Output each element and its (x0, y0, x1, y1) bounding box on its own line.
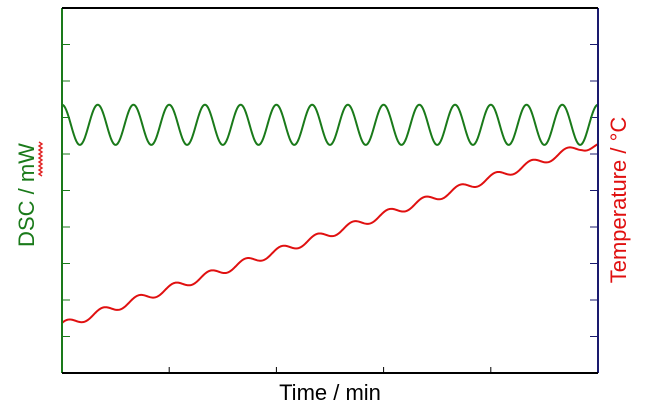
x-axis-label: Time / min (279, 380, 381, 405)
right-axis-ticks (590, 44, 598, 337)
right-y-axis-label: Temperature / °C (606, 117, 631, 284)
dsc-series-line (61, 103, 599, 146)
left-y-axis-label-unit: mW (14, 143, 39, 182)
left-axis-ticks (62, 44, 70, 337)
left-y-axis-label: DSC / mW (14, 143, 39, 247)
temperature-series-line (61, 143, 599, 324)
spellcheck-underline (37, 141, 44, 177)
left-y-axis-label-text: DSC / (14, 182, 39, 247)
